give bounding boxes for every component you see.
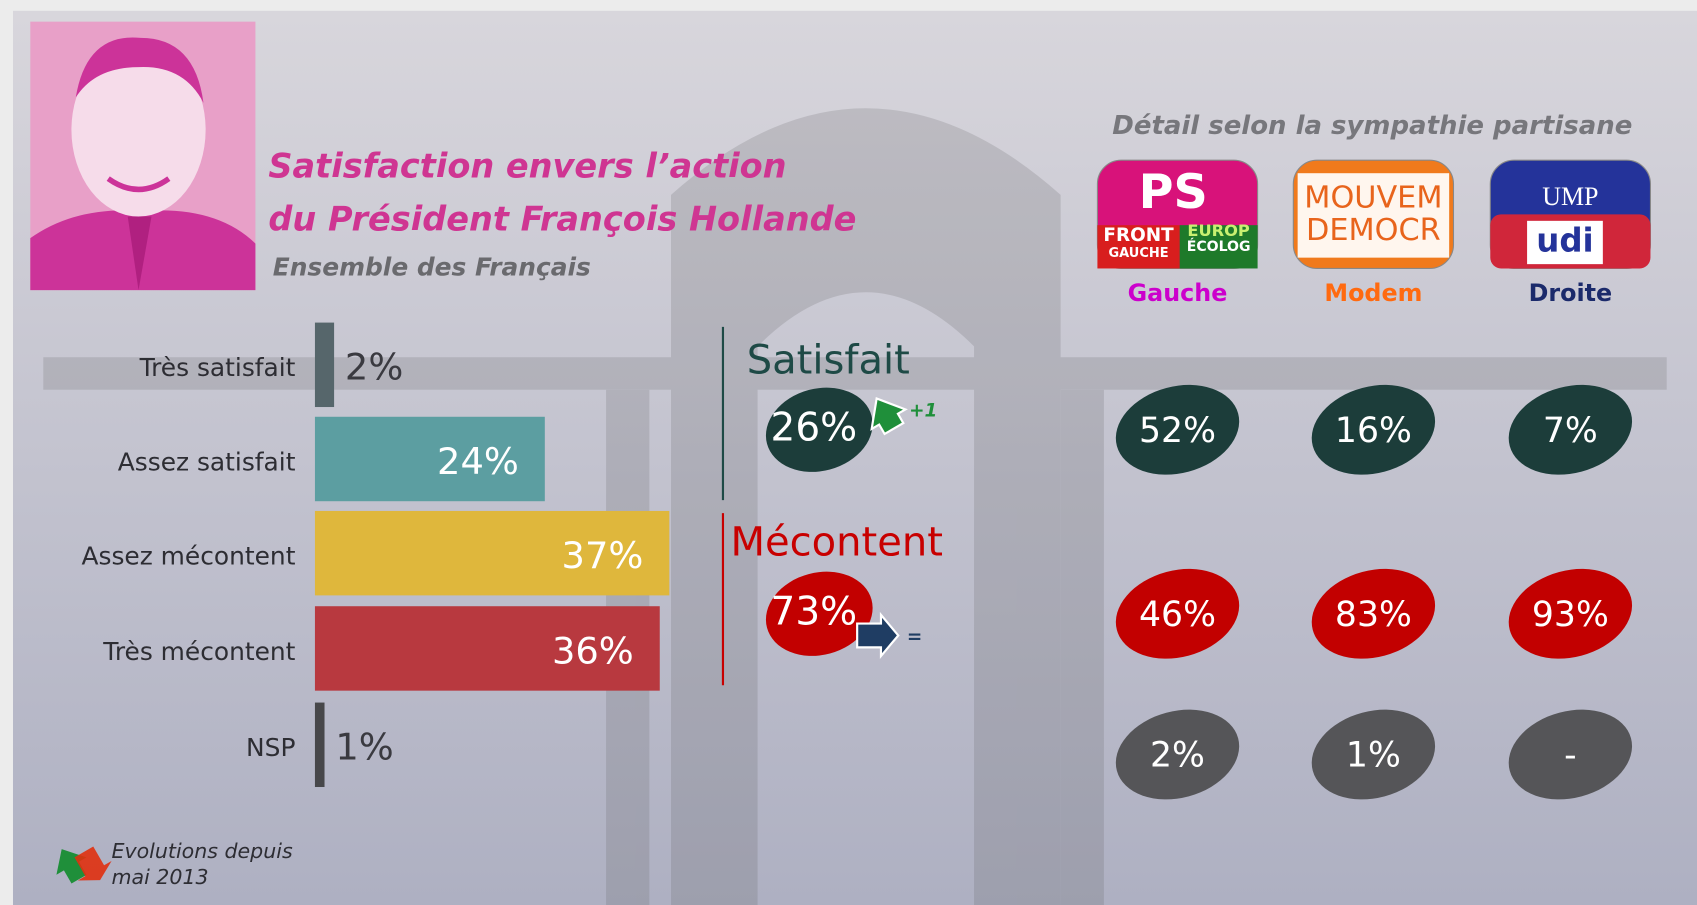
- summary-name: Satisfait: [747, 338, 910, 384]
- logo-part: [1179, 225, 1258, 269]
- party-name: Gauche: [1128, 279, 1228, 307]
- category-label: Très mécontent: [102, 637, 295, 666]
- bar: [314, 606, 660, 691]
- logo-text: PS: [1139, 165, 1208, 220]
- subtitle: Ensemble des Français: [273, 252, 591, 281]
- bar: [314, 322, 335, 408]
- logo-part: [1097, 225, 1180, 269]
- logo-part: [1527, 220, 1603, 265]
- party-value: 16%: [1335, 411, 1412, 451]
- bar: [314, 702, 325, 788]
- summary-value: 26%: [771, 405, 858, 450]
- evolution-arrow: [856, 611, 900, 659]
- bar: [314, 416, 545, 502]
- party-bubble: [1115, 568, 1240, 659]
- summary-name: Mécontent: [731, 520, 943, 566]
- logo-text: EUROP: [1187, 221, 1250, 240]
- building-silhouette: [43, 108, 1667, 905]
- party-value: 83%: [1335, 595, 1412, 635]
- value-label: 37%: [562, 534, 644, 577]
- summary-value: 73%: [771, 589, 858, 634]
- bar: [314, 510, 670, 596]
- party-value: 1%: [1346, 736, 1401, 776]
- party-value: 7%: [1543, 411, 1598, 451]
- party-bubble: [1311, 384, 1436, 475]
- category-label: NSP: [246, 733, 295, 762]
- logo-text: MOUVEM: [1304, 181, 1442, 216]
- party-bubble: [1311, 709, 1436, 800]
- party-bubble: [1508, 568, 1633, 659]
- party-bubble: [1508, 384, 1633, 475]
- category-label: Assez mécontent: [82, 542, 296, 571]
- party-name: Droite: [1529, 279, 1613, 307]
- legend-note: mai 2013: [111, 865, 208, 889]
- category-label: Très satisfait: [139, 353, 296, 382]
- party-heading: Détail selon la sympathie partisane: [1112, 111, 1632, 141]
- value-label: 24%: [437, 440, 519, 483]
- logo-part: [1297, 173, 1450, 258]
- value-label: 2%: [345, 346, 403, 389]
- logo-text: udi: [1536, 221, 1593, 259]
- value-label: 36%: [552, 629, 634, 672]
- evolution-arrow: [870, 397, 908, 436]
- party-value: 52%: [1139, 411, 1216, 451]
- portrait: [30, 21, 256, 291]
- party-bubble: [1115, 709, 1240, 800]
- party-value: -: [1564, 736, 1576, 776]
- party-bubble: [1115, 384, 1240, 475]
- logo-text: UMP: [1542, 182, 1598, 211]
- summary-bubble: [765, 571, 873, 656]
- logo-text: DEMOCR: [1306, 213, 1441, 248]
- evolution: +1: [909, 400, 937, 421]
- logo-text: ÉCOLOG: [1187, 237, 1251, 255]
- category-label: Assez satisfait: [118, 447, 296, 476]
- title-line: Satisfaction envers l’action: [268, 146, 786, 185]
- party-value: 93%: [1532, 595, 1609, 635]
- party-value: 46%: [1139, 595, 1216, 635]
- title-line: du Président François Hollande: [268, 199, 856, 238]
- logo-text: FRONT: [1103, 225, 1174, 246]
- party-bubble: [1311, 568, 1436, 659]
- party-logo: UMP udi: [1489, 159, 1652, 270]
- party-name: Modem: [1324, 279, 1422, 307]
- legend-note: Evolutions depuis: [111, 839, 292, 863]
- summary-bubble: [765, 387, 873, 472]
- evolution-icon: [56, 846, 112, 884]
- party-value: 2%: [1150, 736, 1205, 776]
- party-bubble: [1508, 709, 1633, 800]
- value-label: 1%: [335, 726, 393, 769]
- evolution: =: [907, 627, 922, 648]
- logo-text: GAUCHE: [1109, 246, 1169, 261]
